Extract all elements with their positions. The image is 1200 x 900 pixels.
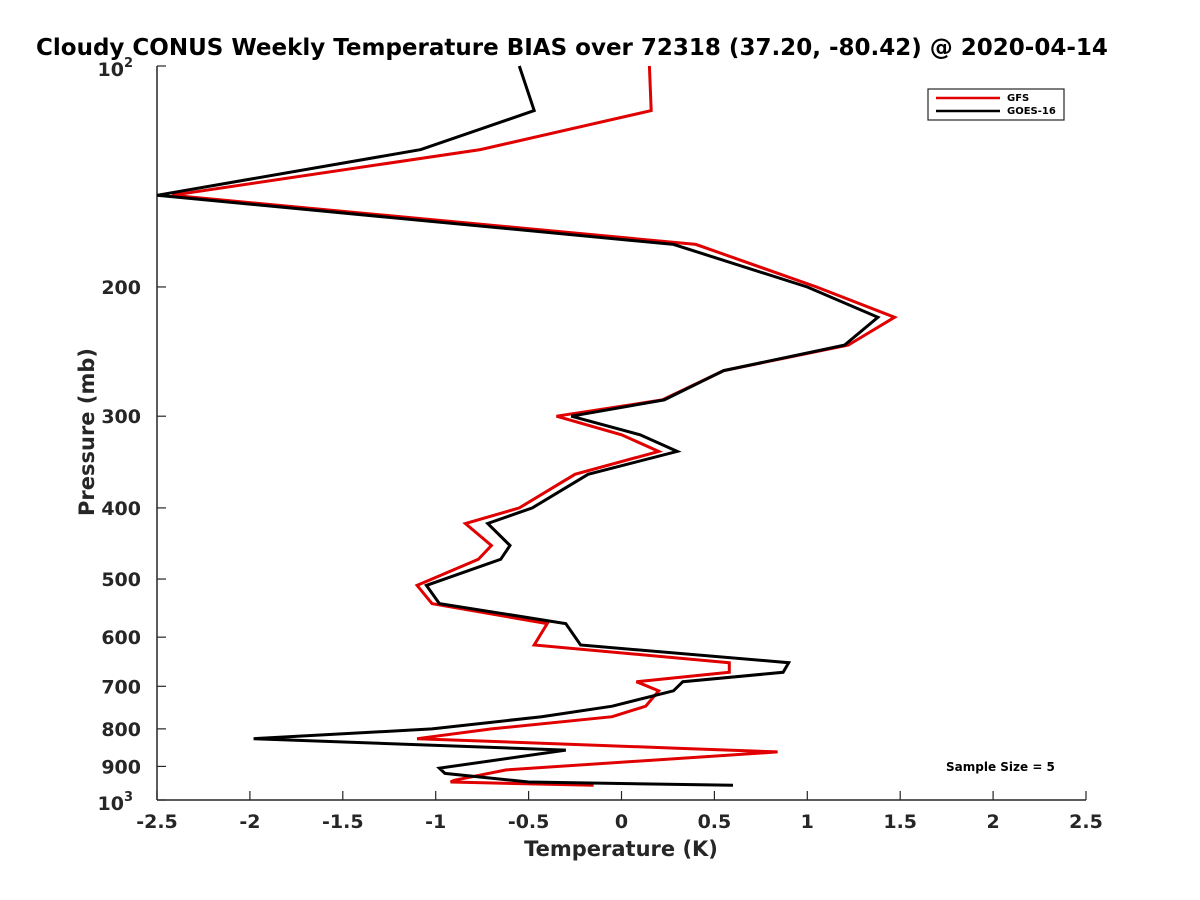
y-bottom-exp: 3 [124, 790, 133, 805]
x-tick-label: -1 [425, 811, 446, 833]
y-tick-label: 600 [101, 627, 141, 649]
y-tick-label: 300 [101, 406, 141, 428]
y-ticks: 200 300 400 500 600 700 800 900 [101, 65, 166, 801]
y-tick-label: 900 [101, 756, 141, 778]
legend-box [927, 88, 1065, 121]
y-tick-label: 400 [101, 498, 141, 520]
y-bottom-base: 10 [98, 793, 124, 815]
x-ticks: -2.5 -2 -1.5 -1 -0.5 0 0.5 1 1.5 2 2.5 [136, 791, 1103, 833]
y-tick-label-top: 102 [98, 56, 134, 81]
x-tick-label: 1 [801, 811, 814, 833]
chart-title: Cloudy CONUS Weekly Temperature BIAS ove… [36, 35, 1108, 61]
x-tick-label: 0.5 [698, 811, 732, 833]
x-axis-label: Temperature (K) [524, 837, 718, 861]
y-tick-label-bottom: 103 [98, 790, 134, 815]
x-tick-label: 0 [615, 811, 628, 833]
x-tick-label: 1.5 [883, 811, 917, 833]
legend: GFS GOES-16 [927, 88, 1065, 121]
y-tick-label: 800 [101, 719, 141, 741]
y-top-exp: 2 [124, 56, 133, 71]
series-line-gfs [171, 65, 898, 787]
x-tick-label: 2 [986, 811, 999, 833]
x-tick-label: -2.5 [136, 811, 178, 833]
x-tick-label: -1.5 [322, 811, 364, 833]
y-axis-label: Pressure (mb) [75, 348, 99, 516]
series-line-goes-16 [156, 65, 881, 787]
legend-label-gfs: GFS [1007, 93, 1029, 104]
y-tick-label: 500 [101, 569, 141, 591]
series-lines [156, 65, 898, 787]
y-top-base: 10 [98, 59, 124, 81]
y-tick-label: 200 [101, 277, 141, 299]
y-tick-label: 700 [101, 676, 141, 698]
legend-label-goes16: GOES-16 [1007, 106, 1056, 117]
x-tick-label: -0.5 [508, 811, 550, 833]
sample-size-annotation: Sample Size = 5 [946, 760, 1055, 774]
x-tick-label: 2.5 [1069, 811, 1103, 833]
x-tick-label: -2 [239, 811, 260, 833]
